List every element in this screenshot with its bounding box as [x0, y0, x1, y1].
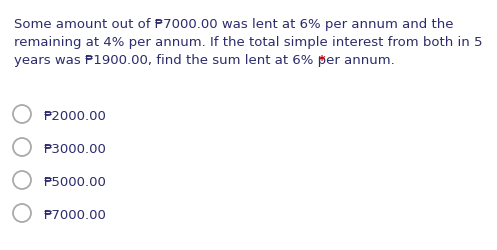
Text: remaining at 4% per annum. If the total simple interest from both in 5: remaining at 4% per annum. If the total …	[14, 36, 483, 49]
Circle shape	[13, 138, 31, 156]
Text: ₱2000.00: ₱2000.00	[44, 110, 107, 123]
Text: years was ₱1900.00, find the sum lent at 6% per annum.: years was ₱1900.00, find the sum lent at…	[14, 54, 395, 67]
Text: ₱7000.00: ₱7000.00	[44, 209, 107, 222]
Circle shape	[13, 171, 31, 189]
Circle shape	[13, 105, 31, 123]
Circle shape	[13, 204, 31, 222]
Text: ₱3000.00: ₱3000.00	[44, 143, 107, 156]
Text: ₱5000.00: ₱5000.00	[44, 176, 107, 189]
Text: *: *	[314, 54, 325, 67]
Text: Some amount out of ₱7000.00 was lent at 6% per annum and the: Some amount out of ₱7000.00 was lent at …	[14, 18, 453, 31]
